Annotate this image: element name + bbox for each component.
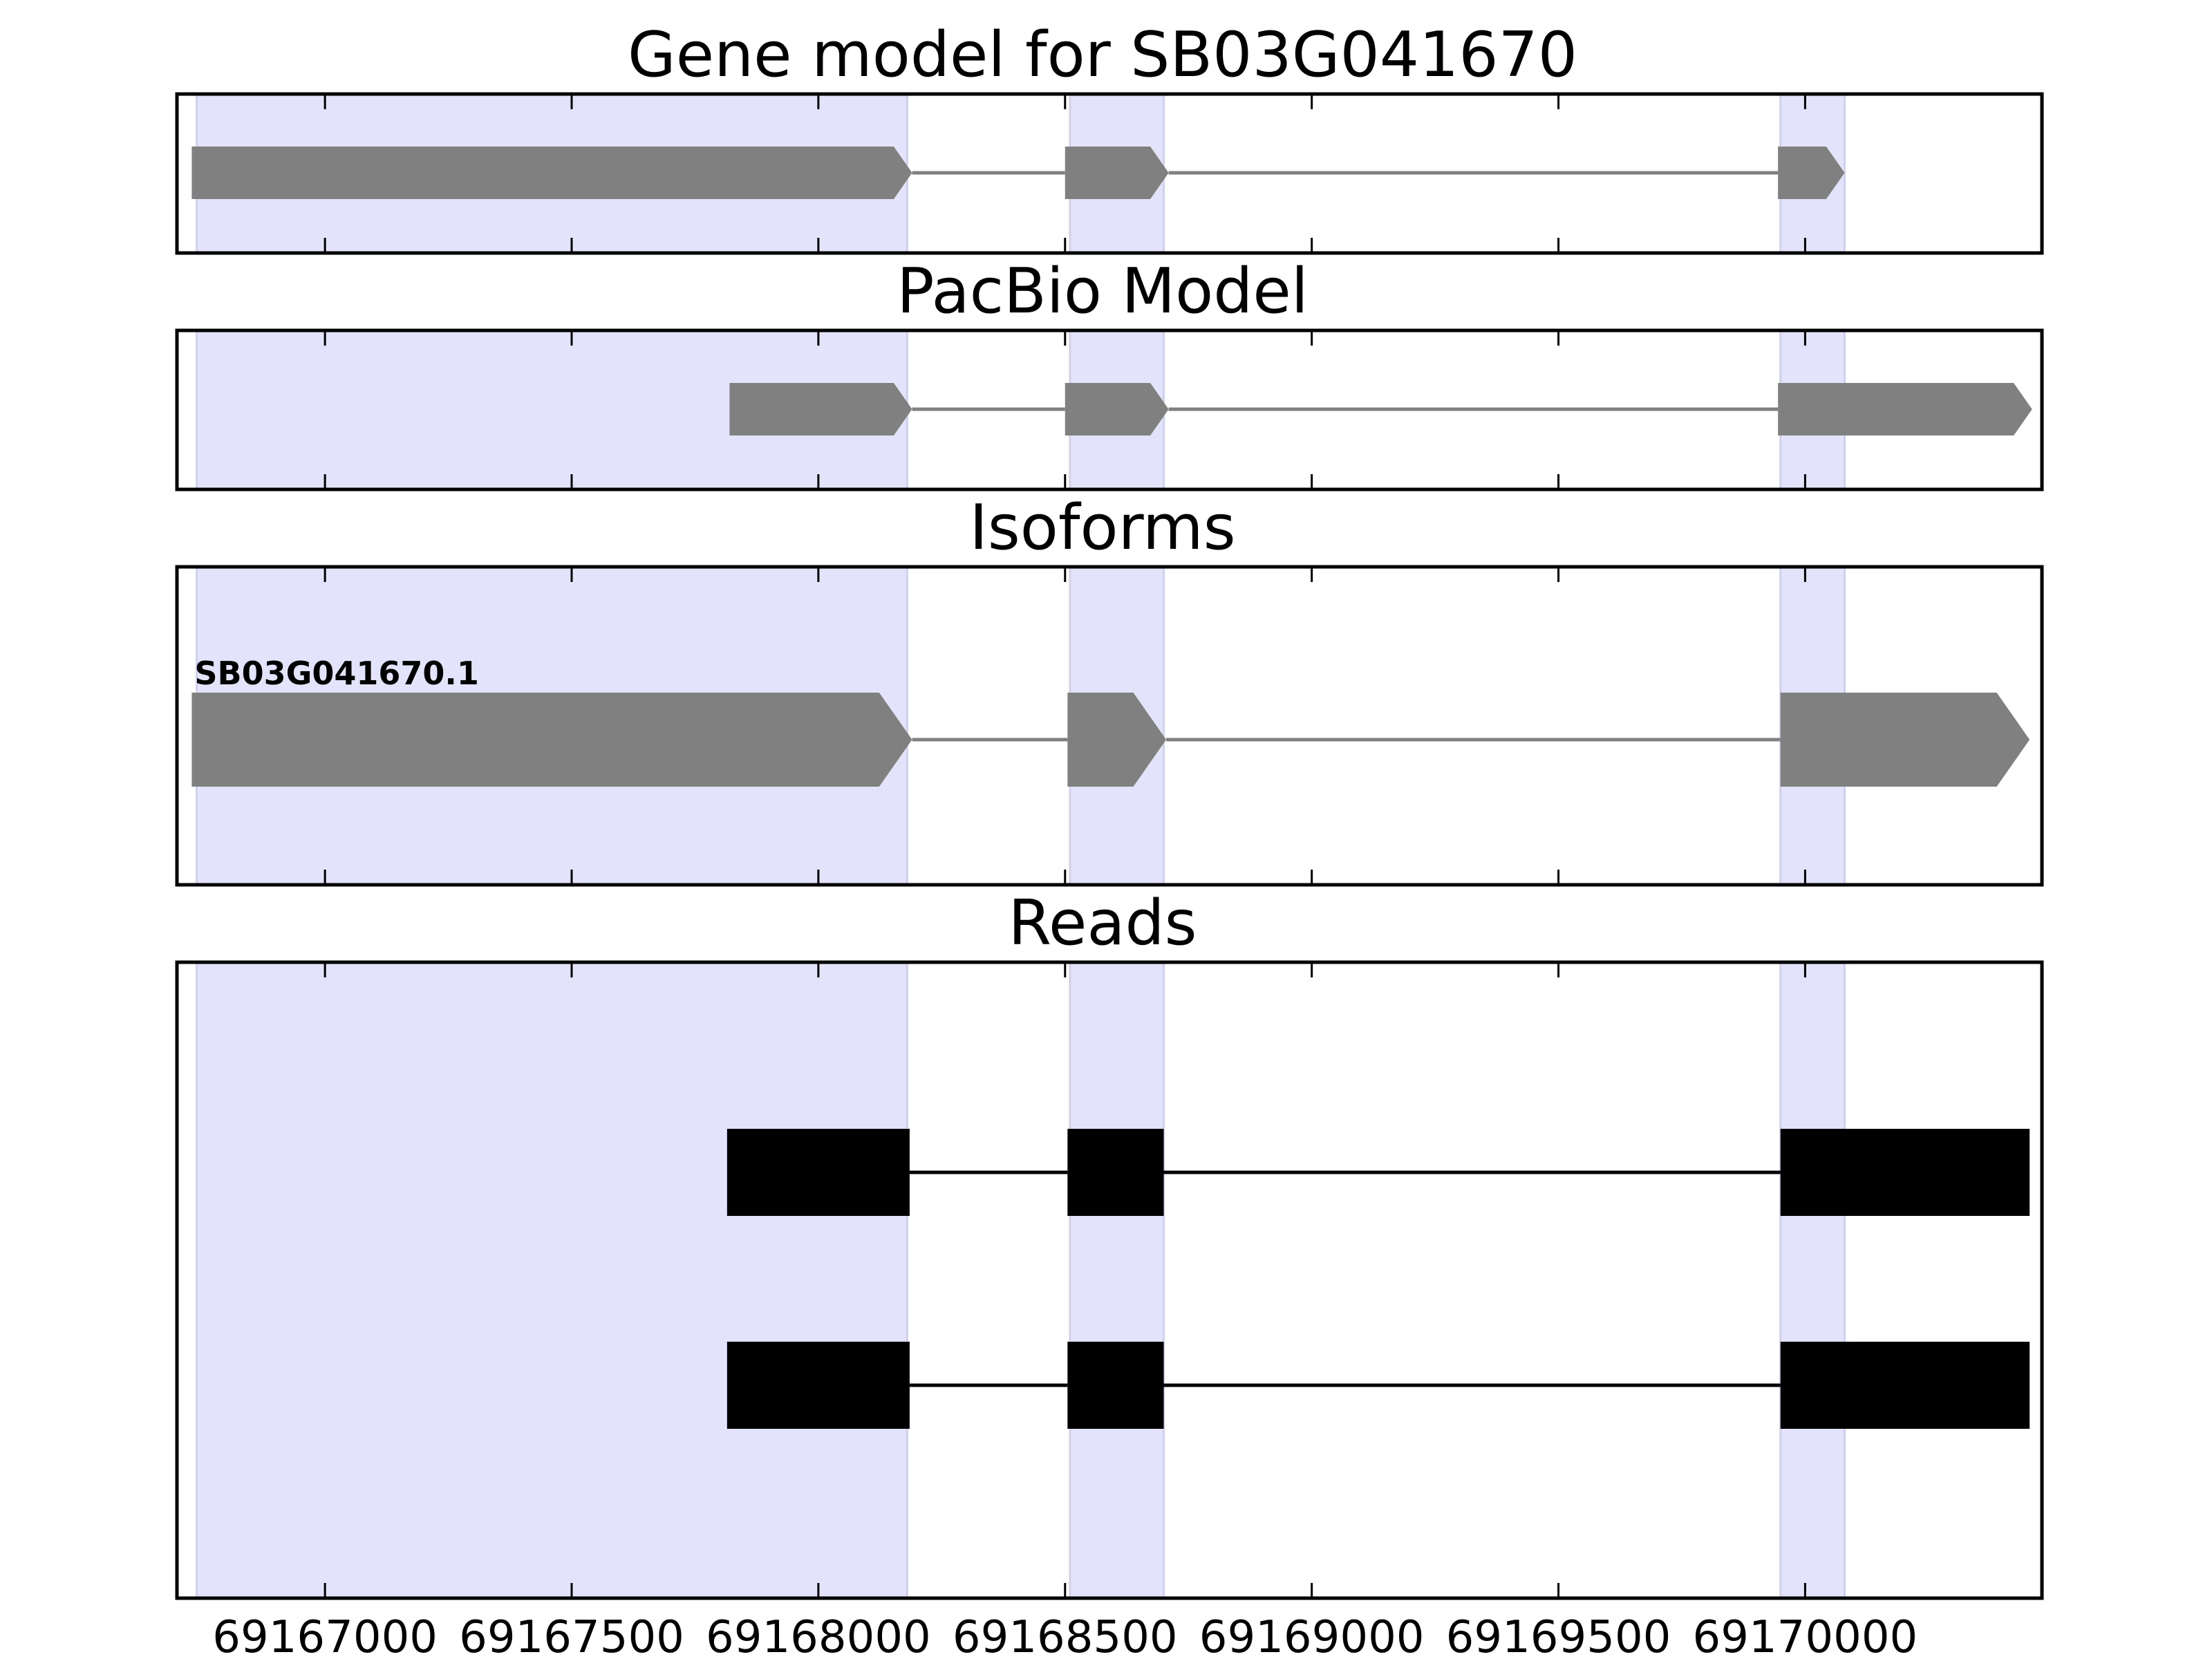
read-exon-block xyxy=(727,1342,910,1429)
x-tick-label: 69167000 xyxy=(212,1612,438,1659)
axes-frame xyxy=(175,92,2044,255)
x-tick-label: 69168000 xyxy=(706,1612,931,1659)
gene-model-title: Gene model for SB03G041670 xyxy=(628,19,1577,91)
read-exon-block xyxy=(1067,1342,1164,1429)
exon-arrow xyxy=(1065,383,1169,435)
axes-frame xyxy=(175,328,2044,491)
highlight-region xyxy=(1779,961,1846,1600)
exon-arrow xyxy=(1067,693,1167,787)
reads-track xyxy=(727,1342,2030,1429)
figure-panels: Gene model for SB03G041670 PacBio Model SB… xyxy=(175,19,2044,1600)
reads-panel: Reads xyxy=(175,887,2044,1600)
exon-arrow xyxy=(729,383,912,435)
x-tick-label: 69170000 xyxy=(1693,1612,1918,1659)
isoform-label: SB03G041670.1 xyxy=(194,655,478,692)
reads-track xyxy=(727,1129,2030,1216)
x-tick-label: 69169000 xyxy=(1199,1612,1425,1659)
x-axis-tick-labels: 69167000 69167500 69168000 69168500 69169000… xyxy=(212,1612,1918,1659)
exon-arrow xyxy=(1065,147,1169,199)
x-tick-label: 69167500 xyxy=(459,1612,684,1659)
pacbio-model-track xyxy=(729,383,2032,435)
axes-frame xyxy=(175,960,2044,1600)
reads-title: Reads xyxy=(1008,887,1197,959)
exon-arrow xyxy=(191,693,912,787)
exon-arrow xyxy=(191,147,912,199)
gene-model-panel: Gene model for SB03G041670 xyxy=(175,19,2044,255)
read-exon-block xyxy=(1780,1342,2030,1429)
gene-model-track xyxy=(191,147,1845,199)
exon-arrow xyxy=(1780,693,2030,787)
isoforms-track: SB03G041670.1 xyxy=(191,655,2030,787)
exon-arrow xyxy=(1778,147,1845,199)
x-tick-label: 69169500 xyxy=(1446,1612,1671,1659)
pacbio-model-title: PacBio Model xyxy=(897,255,1309,328)
highlight-region xyxy=(196,961,908,1600)
exon-arrow xyxy=(1778,383,2032,435)
isoforms-panel: SB03G041670.1 Isoforms xyxy=(175,491,2044,887)
read-exon-block xyxy=(1067,1129,1164,1216)
x-tick-label: 69168500 xyxy=(953,1612,1178,1659)
axes-frame xyxy=(175,565,2044,887)
read-exon-block xyxy=(1780,1129,2030,1216)
isoforms-title: Isoforms xyxy=(969,491,1235,564)
highlight-region xyxy=(1069,961,1165,1600)
pacbio-model-panel: PacBio Model xyxy=(175,255,2044,491)
read-exon-block xyxy=(727,1129,910,1216)
